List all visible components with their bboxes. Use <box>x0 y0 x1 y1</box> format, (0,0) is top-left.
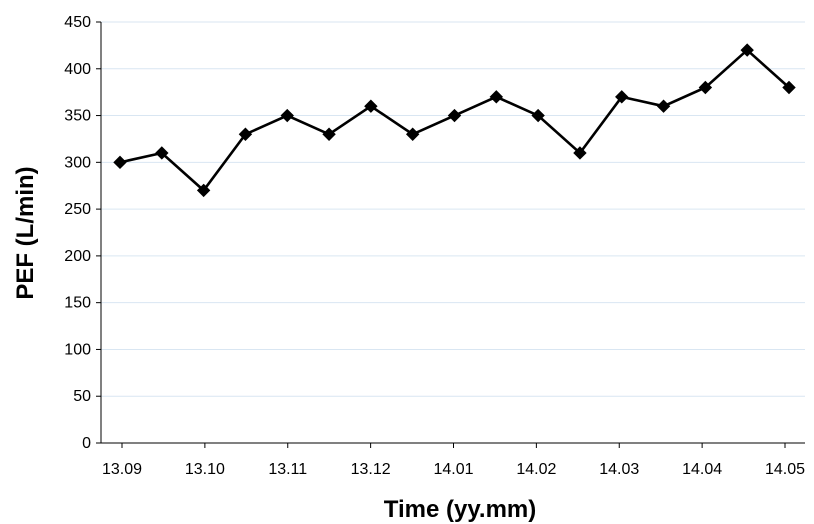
data-point-diamond <box>196 183 211 198</box>
data-point-diamond <box>740 43 754 57</box>
data-point-diamond <box>531 108 545 123</box>
y-axis-title: PEF (L/min) <box>12 166 39 299</box>
data-point-diamond <box>322 127 336 141</box>
data-point-diamond <box>489 90 504 104</box>
y-tick-label: 250 <box>64 201 91 218</box>
data-point-diamond <box>782 80 796 95</box>
y-tick-label: 150 <box>64 295 91 312</box>
data-point-diamond <box>698 80 713 95</box>
axis-layer <box>96 21 805 448</box>
y-tick-label: 100 <box>64 341 91 358</box>
y-tick-label: 50 <box>73 388 91 405</box>
data-point-diamond <box>447 108 462 123</box>
y-tick-label: 300 <box>64 154 91 171</box>
x-tick-label: 13.12 <box>351 461 391 478</box>
x-tick-label: 14.05 <box>765 461 805 478</box>
y-tick-label: 0 <box>82 435 91 452</box>
series-layer <box>113 43 796 198</box>
y-tick-label: 400 <box>64 61 91 78</box>
y-tick-label: 450 <box>64 14 91 31</box>
x-tick-label: 14.01 <box>433 461 473 478</box>
x-tick-label: 13.09 <box>102 461 142 478</box>
data-point-diamond <box>113 155 127 170</box>
data-point-diamond <box>573 146 587 160</box>
data-point-diamond <box>238 127 253 141</box>
data-point-diamond <box>155 146 169 160</box>
x-tick-label: 14.04 <box>682 461 722 478</box>
x-tick-label: 14.02 <box>516 461 556 478</box>
label-layer: 0 50 100 150 200 250 300 350 400 450 13.09 13.10 13.… <box>64 14 805 478</box>
data-point-diamond <box>405 127 420 141</box>
x-tick-label: 13.11 <box>268 461 307 478</box>
y-tick-label: 350 <box>64 108 91 125</box>
data-point-diamond <box>280 108 294 123</box>
data-point-diamond <box>656 99 671 113</box>
x-axis-title: Time (yy.mm) <box>384 496 537 523</box>
x-tick-label: 13.10 <box>185 461 225 478</box>
x-tick-label: 14.03 <box>599 461 639 478</box>
grid-layer <box>101 21 805 397</box>
y-tick-label: 200 <box>64 248 91 265</box>
data-point-diamond <box>615 90 629 104</box>
data-point-diamond <box>364 99 378 113</box>
